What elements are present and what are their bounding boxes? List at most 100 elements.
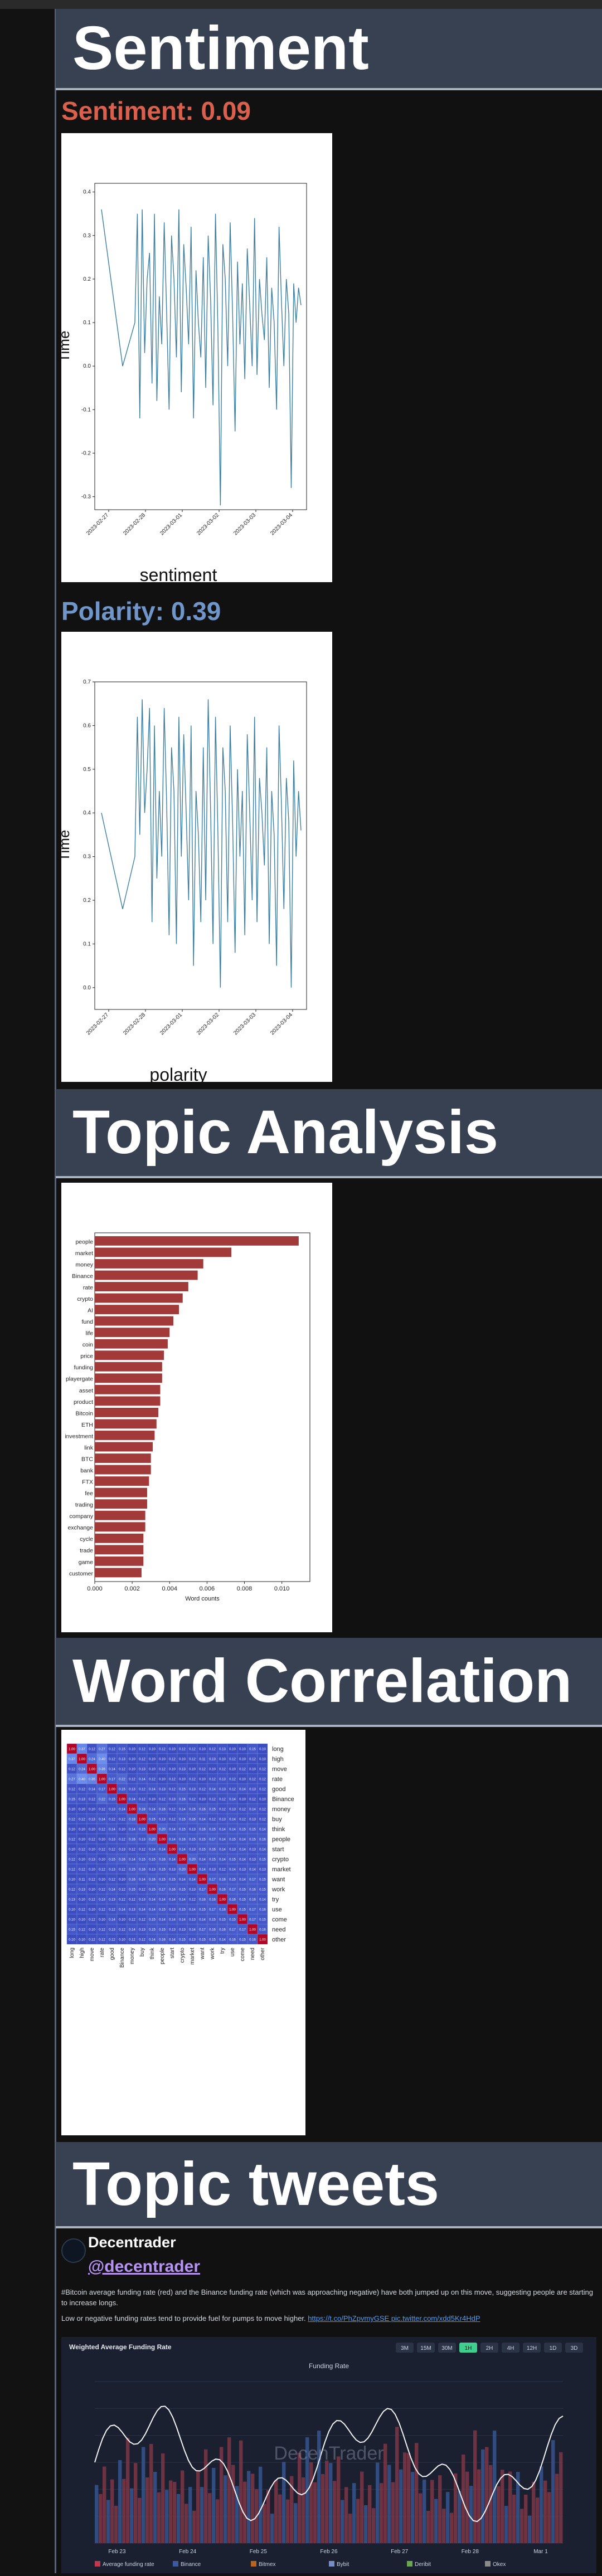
cell-value: 0.14 [219, 1838, 226, 1842]
funding-bar [352, 2483, 356, 2543]
category-label: life [86, 1330, 94, 1337]
cell-value: 0.10 [209, 1768, 216, 1772]
watermark: DecenTrader [274, 2443, 383, 2464]
cell-value: 0.10 [199, 1778, 206, 1782]
tweet-text: #Bitcoin average funding rate (red) and … [61, 2288, 593, 2307]
funding-bar [395, 2427, 399, 2543]
cell-value: 0.14 [99, 1818, 105, 1822]
cell-value: 0.10 [239, 1778, 246, 1782]
cell-value: 0.22 [99, 1798, 105, 1802]
x-axis-label: Feb 24 [179, 2549, 197, 2555]
tweet-author-handle[interactable]: @decentrader [88, 2257, 200, 2276]
funding-bar [99, 2494, 103, 2543]
funding-bar [173, 2482, 177, 2543]
x-tick-label: 0.006 [200, 1585, 215, 1592]
funding-bar [270, 2514, 274, 2543]
tweet-avatar[interactable] [61, 2238, 86, 2263]
bar [95, 1499, 147, 1509]
cell-value: 0.14 [199, 1858, 206, 1862]
row-label: other [272, 1936, 286, 1943]
cell-value: 0.14 [169, 1858, 176, 1862]
row-label: want [271, 1876, 285, 1883]
col-label: high [79, 1948, 85, 1958]
cell-value: 0.13 [169, 1798, 176, 1802]
bar [95, 1259, 203, 1269]
funding-bar [220, 2447, 224, 2543]
bar [95, 1522, 145, 1532]
cell-value: 0.13 [249, 1818, 256, 1822]
category-label: exchange [67, 1525, 93, 1531]
cell-value: 1.00 [169, 1848, 176, 1852]
col-label: come [240, 1948, 246, 1962]
cell-value: 0.14 [109, 1889, 115, 1892]
cell-value: 0.15 [159, 1909, 166, 1912]
cell-value: 0.15 [249, 1838, 256, 1842]
cell-value: 0.10 [89, 1889, 95, 1892]
cell-value: 0.10 [189, 1768, 196, 1772]
funding-bar [145, 2477, 149, 2543]
funding-bar [446, 2492, 450, 2543]
timeframe-button [565, 2343, 583, 2353]
cell-value: 0.12 [109, 1748, 115, 1752]
funding-bar [344, 2487, 348, 2543]
funding-bar [399, 2469, 403, 2543]
cell-value: 0.10 [79, 1899, 85, 1902]
legend-label: Okex [493, 2562, 506, 2568]
cell-value: 0.17 [109, 1778, 115, 1782]
cell-value: 0.12 [99, 1939, 105, 1942]
cell-value: 0.16 [139, 1868, 145, 1872]
cell-value: 0.13 [189, 1939, 196, 1942]
cell-value: 0.17 [229, 1889, 236, 1892]
cell-value: 0.15 [199, 1939, 206, 1942]
cell-value: 0.14 [129, 1858, 135, 1862]
y-tick-label: 0.7 [83, 679, 91, 685]
cell-value: 0.12 [119, 1818, 125, 1822]
cell-value: 0.13 [129, 1909, 135, 1912]
funding-bar [465, 2471, 469, 2543]
funding-bar [454, 2473, 458, 2543]
tweet-embedded-image[interactable]: Weighted Average Funding Rate 3M 15M 30M 1H 2… [61, 2337, 596, 2573]
cell-value: 0.15 [229, 1879, 236, 1882]
cell-value: 0.14 [129, 1828, 135, 1832]
tweet-link[interactable]: https://t.co/PhZpvmyGSE pic.twitter.com/… [308, 2314, 480, 2323]
y-axis-label: Time [61, 331, 72, 363]
x-tick-label: 2023-02-28 [122, 512, 147, 536]
cell-value: 0.10 [79, 1838, 85, 1842]
funding-bar [430, 2480, 434, 2543]
timeframe-button [502, 2343, 520, 2353]
cell-value: 0.12 [109, 1939, 115, 1942]
cell-value: 0.10 [239, 1748, 246, 1752]
x-axis-label: Feb 25 [250, 2549, 268, 2555]
y-tick-label: 0.4 [83, 189, 91, 196]
cell-value: 0.10 [149, 1768, 156, 1772]
category-label: people [75, 1238, 93, 1245]
cell-value: 0.10 [239, 1798, 246, 1802]
row-label: high [272, 1756, 284, 1763]
funding-bar [274, 2480, 278, 2543]
legend-swatch [95, 2561, 100, 2567]
funding-bar [235, 2486, 239, 2543]
cell-value: 0.12 [189, 1778, 196, 1782]
funding-bar [161, 2453, 165, 2543]
cell-value: 0.13 [139, 1838, 145, 1842]
col-label: crypto [179, 1948, 186, 1963]
row-label: need [272, 1926, 285, 1933]
bar [95, 1533, 144, 1543]
cell-value: 0.13 [179, 1768, 186, 1772]
funding-bar [368, 2485, 372, 2543]
cell-value: 0.12 [229, 1758, 236, 1762]
timeframe-button [523, 2343, 541, 2353]
cell-value: 0.10 [69, 1848, 75, 1852]
y-tick-label: 0.3 [83, 233, 91, 239]
cell-value: 0.17 [159, 1889, 166, 1892]
cell-value: 0.15 [249, 1828, 256, 1832]
cell-value: 0.16 [149, 1879, 156, 1882]
funding-bar [239, 2440, 243, 2543]
cell-value: 0.15 [259, 1889, 266, 1892]
col-label: money [129, 1948, 135, 1964]
cell-value: 0.12 [79, 1788, 85, 1792]
funding-bar [360, 2471, 364, 2543]
funding-bar [348, 2514, 352, 2543]
cell-value: 0.16 [159, 1808, 166, 1812]
category-label: company [69, 1513, 93, 1520]
